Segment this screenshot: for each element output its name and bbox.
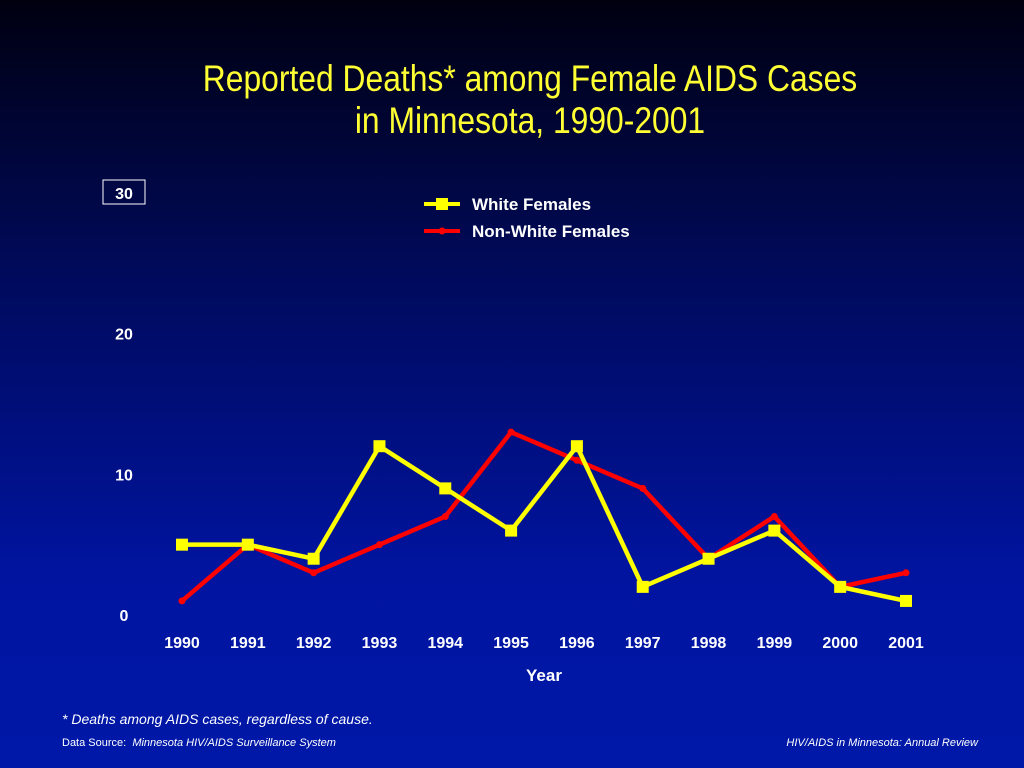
data-point bbox=[441, 513, 449, 521]
data-point bbox=[900, 594, 912, 607]
data-source: Data Source: Minnesota HIV/AIDS Surveill… bbox=[62, 737, 336, 749]
x-axis-ticks: 1990 1991 1992 1993 1994 1995 1996 1997 1998 1999… bbox=[164, 635, 924, 652]
data-point bbox=[241, 538, 254, 551]
data-point bbox=[768, 524, 781, 537]
legend: White Females Non-White Females bbox=[424, 195, 630, 241]
data-point bbox=[373, 440, 386, 453]
legend-item: White Females bbox=[424, 195, 591, 214]
chart-subtitle: in Minnesota, 1990-2001 bbox=[354, 100, 706, 141]
y-axis-ticks: 0 10 20 30 bbox=[102, 179, 146, 625]
data-point bbox=[570, 440, 583, 453]
x-tick-label: 1994 bbox=[427, 635, 463, 652]
y-tick-label: 10 bbox=[115, 467, 133, 484]
y-tick-box bbox=[102, 179, 146, 205]
x-tick-label: 1996 bbox=[559, 635, 595, 652]
data-point bbox=[834, 580, 847, 593]
x-tick-label: 1999 bbox=[757, 635, 793, 652]
legend-item: Non-White Females bbox=[424, 222, 630, 241]
data-point bbox=[639, 484, 647, 492]
data-point bbox=[770, 513, 778, 521]
data-point bbox=[439, 482, 452, 495]
data-source-name: Minnesota HIV/AIDS Surveillance System bbox=[132, 737, 336, 749]
chart-title: Reported Deaths* among Female AIDS Cases bbox=[202, 58, 858, 99]
x-tick-label: 1992 bbox=[296, 635, 332, 652]
series-1 bbox=[178, 428, 910, 605]
series-line bbox=[180, 429, 907, 603]
x-tick-label: 1995 bbox=[493, 635, 529, 652]
footnote: * Deaths among AIDS cases, regardless of… bbox=[62, 711, 373, 727]
y-tick-label: 0 bbox=[120, 608, 129, 625]
data-point bbox=[573, 456, 581, 464]
x-tick-label: 1991 bbox=[230, 635, 266, 652]
data-point bbox=[507, 428, 515, 436]
x-tick-label: 1993 bbox=[362, 635, 398, 652]
series-0 bbox=[176, 440, 912, 607]
chart-title-block: Reported Deaths* among Female AIDS Cases… bbox=[74, 58, 986, 142]
legend-marker bbox=[436, 198, 448, 210]
data-point bbox=[307, 552, 320, 565]
series-line bbox=[182, 443, 907, 604]
data-point bbox=[702, 552, 715, 565]
legend-marker bbox=[438, 227, 446, 235]
y-tick-label: 30 bbox=[115, 186, 133, 203]
x-tick-label: 2000 bbox=[822, 635, 858, 652]
data-source-label: Data Source: bbox=[62, 737, 127, 749]
x-axis-label: Year bbox=[526, 666, 562, 685]
legend-label: Non-White Females bbox=[472, 222, 630, 241]
data-point bbox=[636, 580, 649, 593]
data-point bbox=[375, 541, 383, 549]
data-point bbox=[505, 524, 518, 537]
series-group bbox=[176, 428, 912, 607]
data-point bbox=[178, 597, 186, 605]
annual-review-note: HIV/AIDS in Minnesota: Annual Review bbox=[786, 737, 978, 749]
x-tick-label: 2001 bbox=[888, 635, 924, 652]
y-tick-label: 20 bbox=[115, 327, 133, 344]
data-point bbox=[310, 569, 318, 577]
x-tick-label: 1990 bbox=[164, 635, 200, 652]
data-point bbox=[176, 538, 188, 551]
data-point bbox=[902, 569, 910, 577]
x-tick-label: 1997 bbox=[625, 635, 661, 652]
legend-label: White Females bbox=[472, 195, 591, 214]
x-tick-label: 1998 bbox=[691, 635, 727, 652]
